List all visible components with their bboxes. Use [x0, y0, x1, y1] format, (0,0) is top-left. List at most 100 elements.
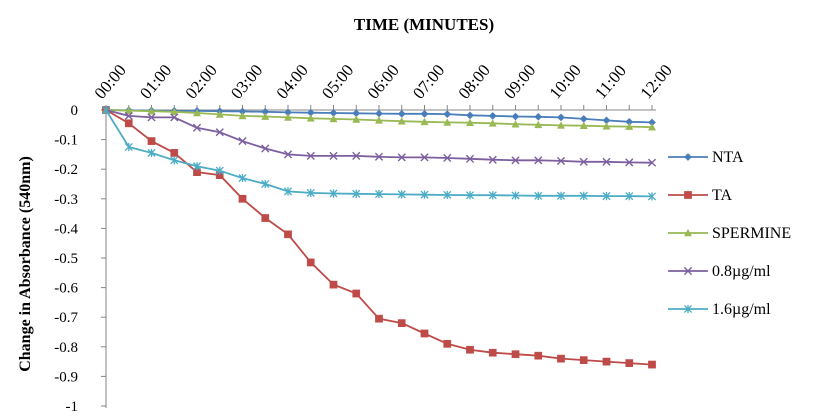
data-point [579, 356, 588, 364]
data-point [261, 112, 270, 120]
data-point [147, 113, 156, 122]
data-point [625, 122, 634, 130]
data-point [329, 114, 338, 123]
y-axis-label: Change in Absorbance (540nm) [17, 156, 34, 372]
legend-label: 1.6µg/ml [712, 301, 771, 318]
legend-item: SPERMINE [668, 225, 791, 242]
data-point [306, 151, 315, 160]
x-tick-label: 08:00 [455, 61, 494, 103]
data-point [488, 348, 497, 357]
data-point [284, 230, 292, 239]
legend-marker [683, 304, 693, 314]
series-layer [101, 105, 657, 369]
x-tick-label: 11:00 [591, 61, 630, 102]
data-point [647, 123, 657, 131]
y-tick-label: -1 [66, 399, 79, 415]
data-point [466, 111, 474, 120]
x-tick-label: 02:00 [182, 61, 221, 103]
data-point [534, 156, 543, 165]
data-point [283, 113, 293, 121]
data-point [420, 109, 429, 118]
data-point [420, 190, 429, 199]
y-tick-label: -0.3 [54, 192, 78, 208]
data-point [147, 137, 156, 145]
data-point [215, 166, 224, 175]
data-point [170, 149, 179, 157]
data-point [215, 110, 224, 118]
x-tick-label: 01:00 [136, 61, 175, 103]
x-tick-label: 10:00 [546, 61, 585, 103]
data-point [443, 153, 452, 163]
series-4 [101, 105, 657, 167]
data-point [374, 152, 384, 161]
data-point [420, 153, 429, 162]
legend-label: SPERMINE [712, 225, 791, 242]
series-2 [102, 106, 656, 369]
data-point [374, 189, 384, 199]
data-point [192, 162, 202, 171]
data-point [511, 156, 520, 165]
data-point [306, 114, 315, 122]
series-1 [102, 106, 656, 127]
data-point [625, 158, 634, 167]
y-tick-label: -0.4 [54, 221, 78, 237]
y-tick-label: -0.1 [54, 133, 78, 149]
data-point [647, 192, 657, 201]
data-point [261, 144, 270, 153]
data-point [261, 214, 270, 222]
data-point [443, 110, 452, 119]
data-point [397, 153, 406, 162]
data-point [192, 123, 202, 132]
x-tick-label: 12:00 [637, 61, 676, 103]
data-point [625, 192, 634, 201]
legend-marker [683, 266, 693, 276]
data-point [534, 112, 543, 121]
data-point [511, 120, 520, 128]
data-point [124, 106, 133, 114]
data-point [557, 113, 565, 122]
data-point [238, 136, 247, 146]
data-point [238, 194, 247, 203]
x-tick-label: 04:00 [273, 61, 312, 103]
data-point [329, 189, 338, 198]
data-point [329, 280, 338, 289]
y-tick-label: -0.8 [54, 340, 78, 356]
data-point [170, 113, 179, 122]
data-point [556, 156, 566, 166]
legend-marker [683, 228, 693, 237]
data-point [397, 109, 406, 118]
data-point [306, 188, 315, 197]
data-point [465, 154, 475, 163]
x-tick-label: 09:00 [500, 61, 539, 103]
data-point [602, 157, 611, 166]
legend-item: 0.8µg/ml [668, 263, 771, 280]
data-point [124, 111, 133, 121]
legend-item: 1.6µg/ml [668, 301, 771, 318]
data-point [443, 190, 452, 200]
data-point [124, 119, 133, 128]
legend-label: NTA [712, 149, 744, 166]
data-point [579, 157, 588, 166]
data-point [579, 114, 588, 123]
legend-marker [684, 191, 692, 199]
data-point [443, 118, 452, 126]
data-point [124, 142, 133, 152]
series-3 [101, 105, 657, 131]
y-tick-label: -0.6 [54, 281, 78, 297]
data-point [534, 351, 543, 360]
data-point [488, 191, 497, 200]
legend: NTA TA SPERMINE 0.8µg/ml 1.6µg/ml [668, 149, 791, 318]
y-tick-label: -0.9 [54, 369, 78, 385]
data-point [306, 258, 315, 267]
data-point [192, 108, 202, 117]
y-tick-label: 0 [71, 103, 79, 119]
y-tick-label: -0.5 [54, 251, 78, 267]
data-point [534, 191, 543, 200]
data-point [420, 329, 429, 338]
data-point [147, 107, 156, 115]
data-point [647, 158, 657, 167]
data-point [397, 319, 406, 327]
data-point [602, 122, 611, 130]
data-point [375, 109, 383, 118]
